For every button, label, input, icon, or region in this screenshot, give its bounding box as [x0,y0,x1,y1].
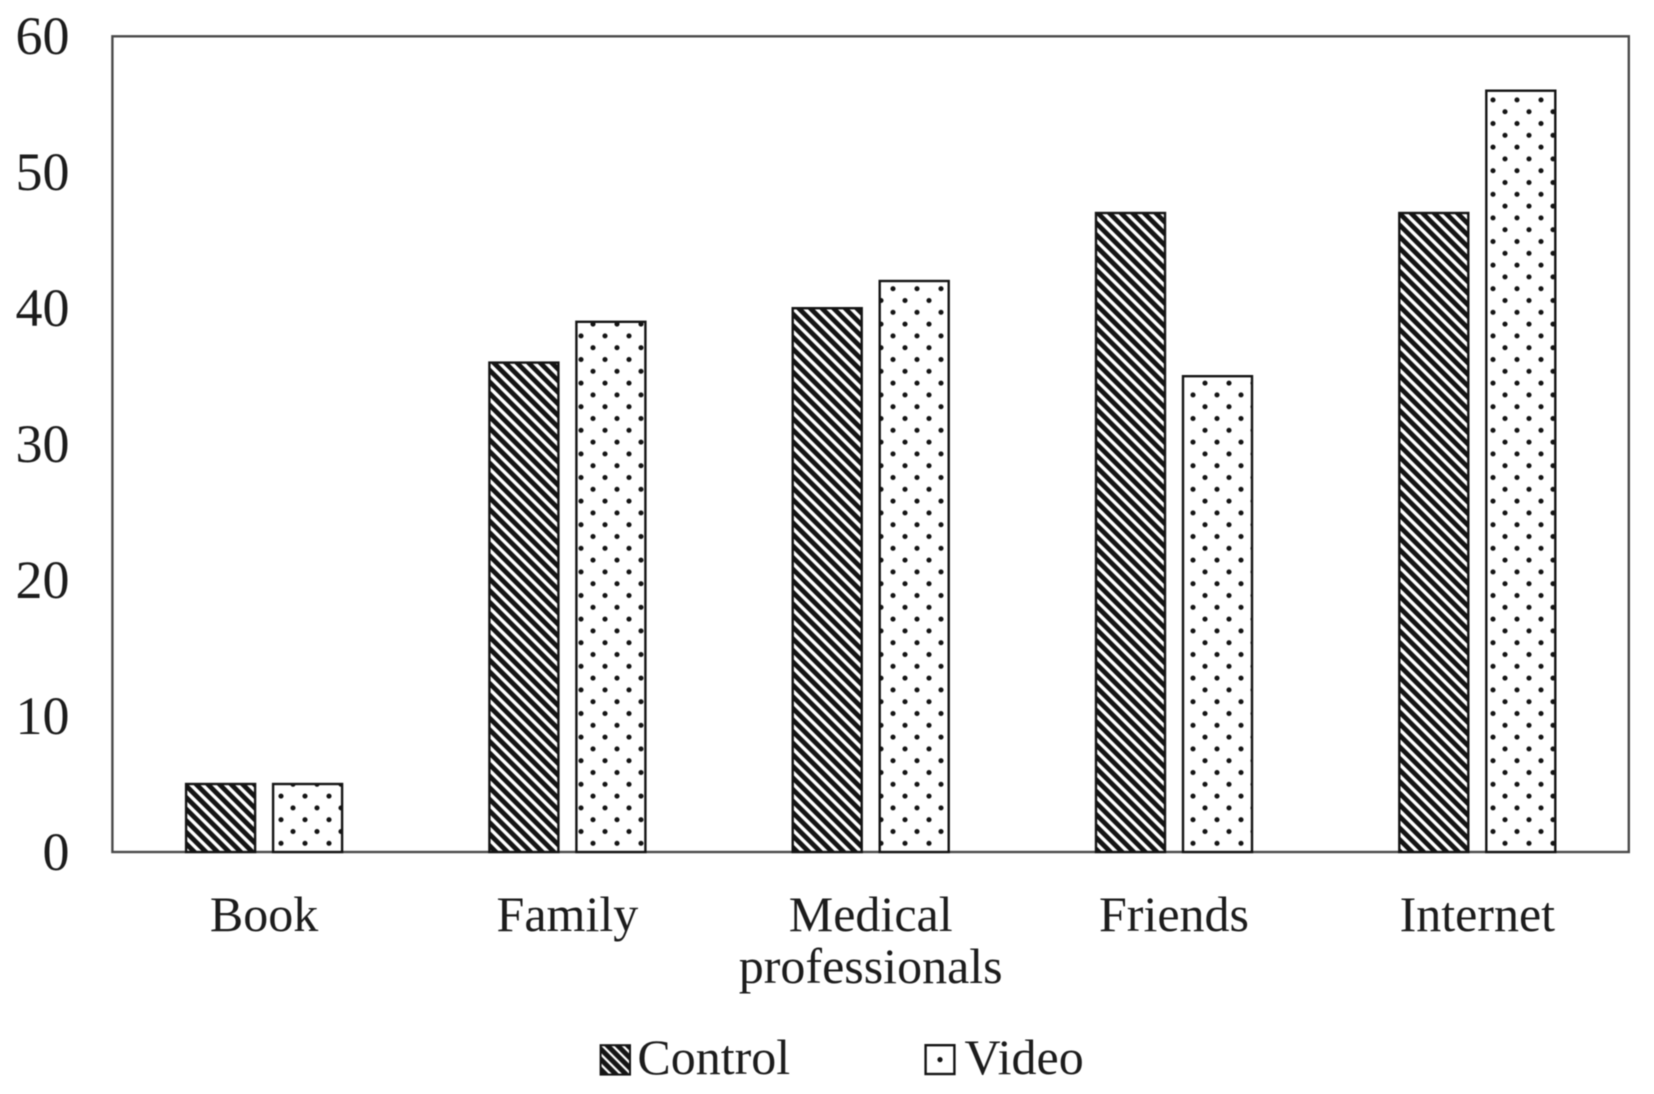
svg-text:40: 40 [16,278,70,338]
svg-text:Video: Video [965,1029,1084,1085]
svg-text:Internet: Internet [1400,886,1556,942]
svg-text:Book: Book [210,886,318,942]
svg-text:Medical: Medical [789,886,953,942]
svg-text:Family: Family [497,886,639,942]
svg-text:20: 20 [16,550,70,610]
svg-text:Friends: Friends [1099,886,1249,942]
svg-text:10: 10 [16,686,70,746]
svg-text:50: 50 [16,142,70,202]
svg-text:0: 0 [43,822,70,882]
svg-text:Control: Control [637,1029,790,1085]
svg-text:professionals: professionals [739,938,1003,994]
svg-text:60: 60 [16,6,70,66]
svg-text:30: 30 [16,414,70,474]
